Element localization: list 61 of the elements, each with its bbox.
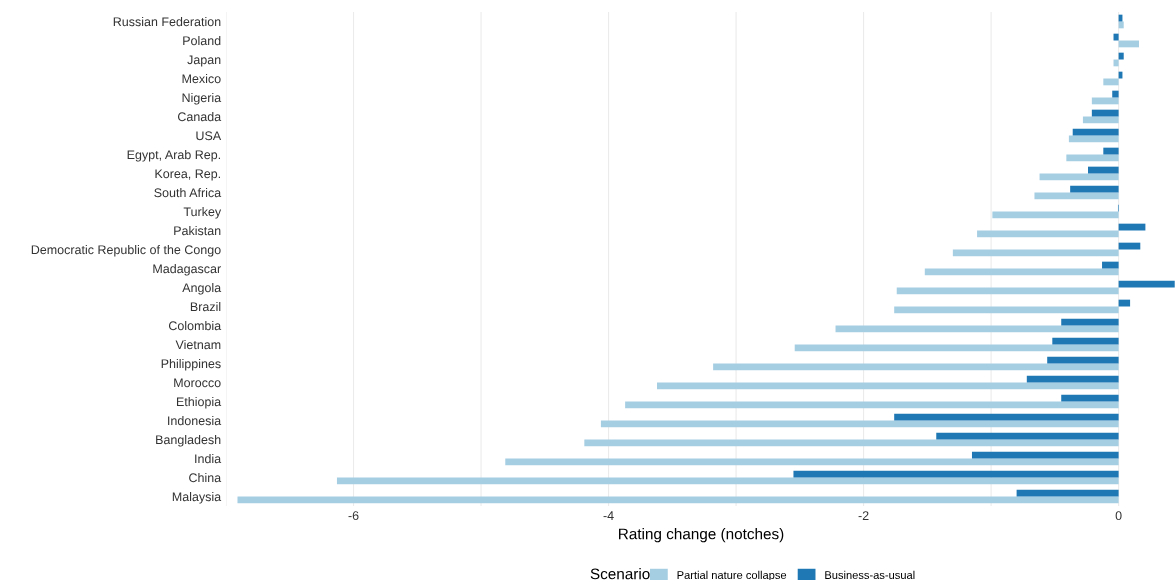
bar bbox=[505, 458, 1119, 466]
y-tick-label: Ethiopia bbox=[176, 396, 222, 409]
bar bbox=[1118, 223, 1146, 231]
bar bbox=[1039, 173, 1119, 181]
y-tick-label: Nigeria bbox=[182, 92, 222, 105]
y-tick-label: Canada bbox=[177, 111, 222, 122]
bar bbox=[1016, 489, 1119, 497]
y-tick-label: Korea, Rep. bbox=[155, 169, 220, 181]
y-tick-label: USA bbox=[196, 131, 222, 141]
y-tick-label: Angola bbox=[182, 282, 222, 295]
bar bbox=[336, 477, 1119, 485]
y-tick-label: Democratic Republic of the Congo bbox=[31, 244, 221, 257]
bar bbox=[1118, 21, 1124, 29]
x-tick-label: -6 bbox=[348, 511, 359, 521]
x-axis-title: Rating change (notches) bbox=[619, 528, 784, 543]
bar bbox=[1070, 185, 1119, 193]
y-tick-label: Indonesia bbox=[168, 415, 222, 426]
bar bbox=[1113, 33, 1119, 41]
y-tick-label: Russian Federation bbox=[113, 16, 221, 27]
bar bbox=[894, 306, 1119, 314]
y-tick-label: Poland bbox=[183, 35, 221, 46]
x-tick-label: 0 bbox=[1115, 511, 1122, 521]
bar bbox=[894, 413, 1119, 421]
y-tick-label: Pakistan bbox=[174, 225, 221, 236]
x-tick-label: -4 bbox=[603, 511, 614, 520]
y-tick-label: Malaysia bbox=[172, 491, 222, 504]
y-tick-label: Morocco bbox=[174, 378, 221, 388]
bar bbox=[794, 344, 1119, 352]
y-tick-label: Brazil bbox=[190, 301, 221, 312]
bar bbox=[1103, 147, 1119, 155]
y-tick-label: India bbox=[195, 453, 222, 464]
bar bbox=[1118, 280, 1175, 288]
y-tick-label: Madagascar bbox=[153, 263, 221, 276]
y-tick-label: Mexico bbox=[182, 73, 221, 84]
y-tick-label: Japan bbox=[187, 55, 221, 67]
bar bbox=[936, 432, 1119, 440]
bar bbox=[1082, 116, 1119, 124]
y-tick-label: Bangladesh bbox=[156, 434, 221, 447]
y-tick-label: Colombia bbox=[168, 320, 222, 331]
y-tick-label: Vietnam bbox=[175, 339, 221, 350]
bar bbox=[625, 401, 1119, 409]
legend-title: Scenario bbox=[590, 568, 650, 580]
y-tick-label: South Africa bbox=[154, 187, 222, 198]
bar bbox=[1068, 135, 1119, 143]
bar bbox=[1102, 261, 1119, 269]
y-tick-label: China bbox=[189, 472, 222, 483]
bar bbox=[1061, 318, 1119, 326]
y-tick-label: Philippines bbox=[161, 358, 221, 371]
y-tick-label: Turkey bbox=[183, 206, 222, 219]
bar bbox=[657, 382, 1119, 390]
bar bbox=[1113, 59, 1119, 67]
bar bbox=[1103, 78, 1119, 86]
bar bbox=[1112, 90, 1119, 98]
bar bbox=[1066, 154, 1119, 162]
y-tick-label: Egypt, Arab Rep. bbox=[127, 149, 220, 162]
bar bbox=[952, 249, 1119, 257]
bar bbox=[992, 211, 1119, 219]
bar bbox=[1047, 356, 1119, 364]
bar bbox=[1091, 97, 1119, 105]
legend-label: Business-as-usual bbox=[825, 570, 915, 579]
x-tick-label: -2 bbox=[858, 511, 869, 520]
